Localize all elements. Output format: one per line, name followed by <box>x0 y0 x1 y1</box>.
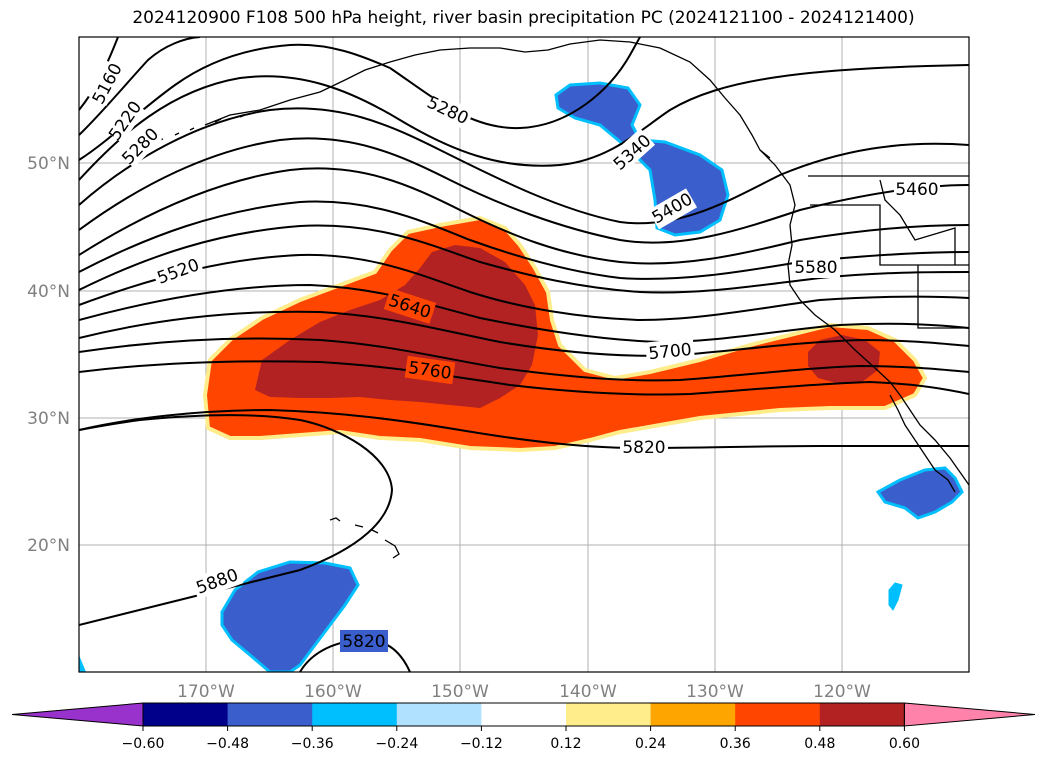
colorbar-segment <box>481 703 567 726</box>
colorbar-tick-label: −0.60 <box>122 736 165 752</box>
lon-label-130w: 130°W <box>686 682 744 702</box>
colorbar: −0.60 −0.48 −0.36 −0.24 −0.12 0.12 0.24 0.36 0.4… <box>11 702 1036 752</box>
lon-label-120w: 120°W <box>813 682 871 702</box>
lon-label-150w: 150°W <box>431 682 489 702</box>
baja-peninsula <box>889 394 956 493</box>
colorbar-tick-label: −0.24 <box>375 736 418 752</box>
colorbar-tick-label: 0.12 <box>550 736 581 752</box>
colorbar-extend-low <box>11 702 144 727</box>
contour-5760-b <box>79 360 969 396</box>
colorbar-tick-label: −0.12 <box>460 736 503 752</box>
colorbar-tick-label: −0.48 <box>206 736 249 752</box>
lon-label-170w: 170°W <box>177 682 235 702</box>
precip-negative-small <box>888 582 903 611</box>
colorbar-frame <box>142 702 905 727</box>
precip-negative-baja <box>875 466 964 520</box>
precip-positive-core-east <box>808 335 880 384</box>
colorbar-segment <box>396 703 482 726</box>
contour-5820-north <box>79 408 969 450</box>
contour-label-5580: 5580 <box>794 258 837 278</box>
lat-label-50n: 50°N <box>27 154 70 174</box>
contour-5640 <box>79 253 969 322</box>
map-title: 2024120900 F108 500 hPa height, river ba… <box>132 8 915 28</box>
alaska-coast <box>204 39 771 159</box>
hawaii-islands <box>329 517 400 559</box>
state-boundary-1 <box>810 204 969 266</box>
map-frame <box>78 36 970 673</box>
contour-label-5700: 5700 <box>648 340 693 364</box>
contour-label-5820-south: 5820 <box>342 632 385 652</box>
contour-5760 <box>79 337 969 382</box>
colorbar-segment <box>650 703 736 726</box>
contour-5700-a <box>79 283 969 344</box>
colorbar-tick-label: 0.60 <box>889 736 920 752</box>
contour-5460 <box>79 137 969 244</box>
precip-negative-corner <box>79 655 86 672</box>
colorbar-segment <box>143 703 229 726</box>
contour-label-5820-north: 5820 <box>622 438 665 458</box>
colorbar-segment <box>566 703 652 726</box>
precip-negative-south <box>220 560 360 672</box>
colorbar-tick-label: 0.24 <box>635 736 666 752</box>
longitude-labels: 170°W 160°W 150°W 140°W 130°W 120°W <box>177 682 871 702</box>
lat-label-20n: 20°N <box>27 536 70 556</box>
precip-positive-core-west <box>255 245 538 408</box>
colorbar-tick-label: 0.36 <box>720 736 751 752</box>
colorbar-segment <box>819 703 905 726</box>
contour-label-5460: 5460 <box>895 180 938 200</box>
colorbar-extend-high <box>903 702 1036 727</box>
colorbar-tick-label: 0.48 <box>804 736 835 752</box>
colorbar-segment <box>312 703 398 726</box>
latitude-labels: 50°N 40°N 30°N 20°N <box>27 154 70 556</box>
map-content: 5160 5220 5280 5280 5340 5400 5460 5520 … <box>79 37 969 672</box>
contour-5400 <box>79 107 969 225</box>
colorbar-segment <box>735 703 821 726</box>
contour-5220 <box>79 37 201 136</box>
contour-5700-b <box>79 310 969 357</box>
lon-label-140w: 140°W <box>559 682 617 702</box>
lat-label-30n: 30°N <box>27 409 70 429</box>
lat-label-40n: 40°N <box>27 282 70 302</box>
lon-label-160w: 160°W <box>304 682 362 702</box>
colorbar-tick-label: −0.36 <box>291 736 334 752</box>
contour-5280-east <box>389 37 641 130</box>
contour-5520 <box>79 167 969 265</box>
state-boundary-2 <box>917 265 969 329</box>
contour-labels: 5160 5220 5280 5280 5340 5400 5460 5520 … <box>86 60 940 652</box>
contour-5340 <box>79 64 969 181</box>
colorbar-segment <box>227 703 313 726</box>
